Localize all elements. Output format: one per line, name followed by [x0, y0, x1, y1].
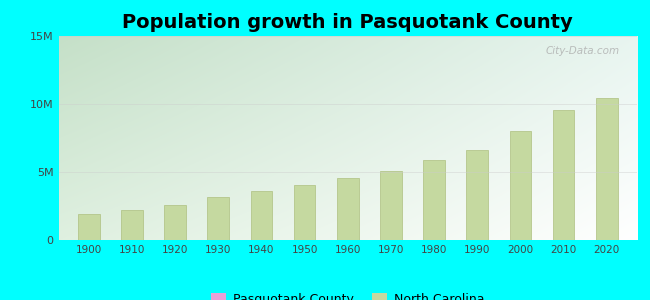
- Title: Population growth in Pasquotank County: Population growth in Pasquotank County: [122, 13, 573, 32]
- Text: City-Data.com: City-Data.com: [545, 46, 619, 56]
- Bar: [423, 160, 445, 240]
- Bar: [78, 214, 99, 240]
- Bar: [121, 210, 143, 240]
- Bar: [380, 171, 402, 240]
- Bar: [207, 197, 229, 240]
- Bar: [552, 110, 575, 240]
- Legend: Pasquotank County, North Carolina: Pasquotank County, North Carolina: [207, 288, 489, 300]
- Bar: [164, 205, 186, 240]
- Bar: [510, 130, 531, 240]
- Bar: [251, 191, 272, 240]
- Bar: [337, 178, 359, 240]
- Bar: [596, 98, 618, 240]
- Bar: [294, 185, 315, 240]
- Bar: [467, 150, 488, 240]
